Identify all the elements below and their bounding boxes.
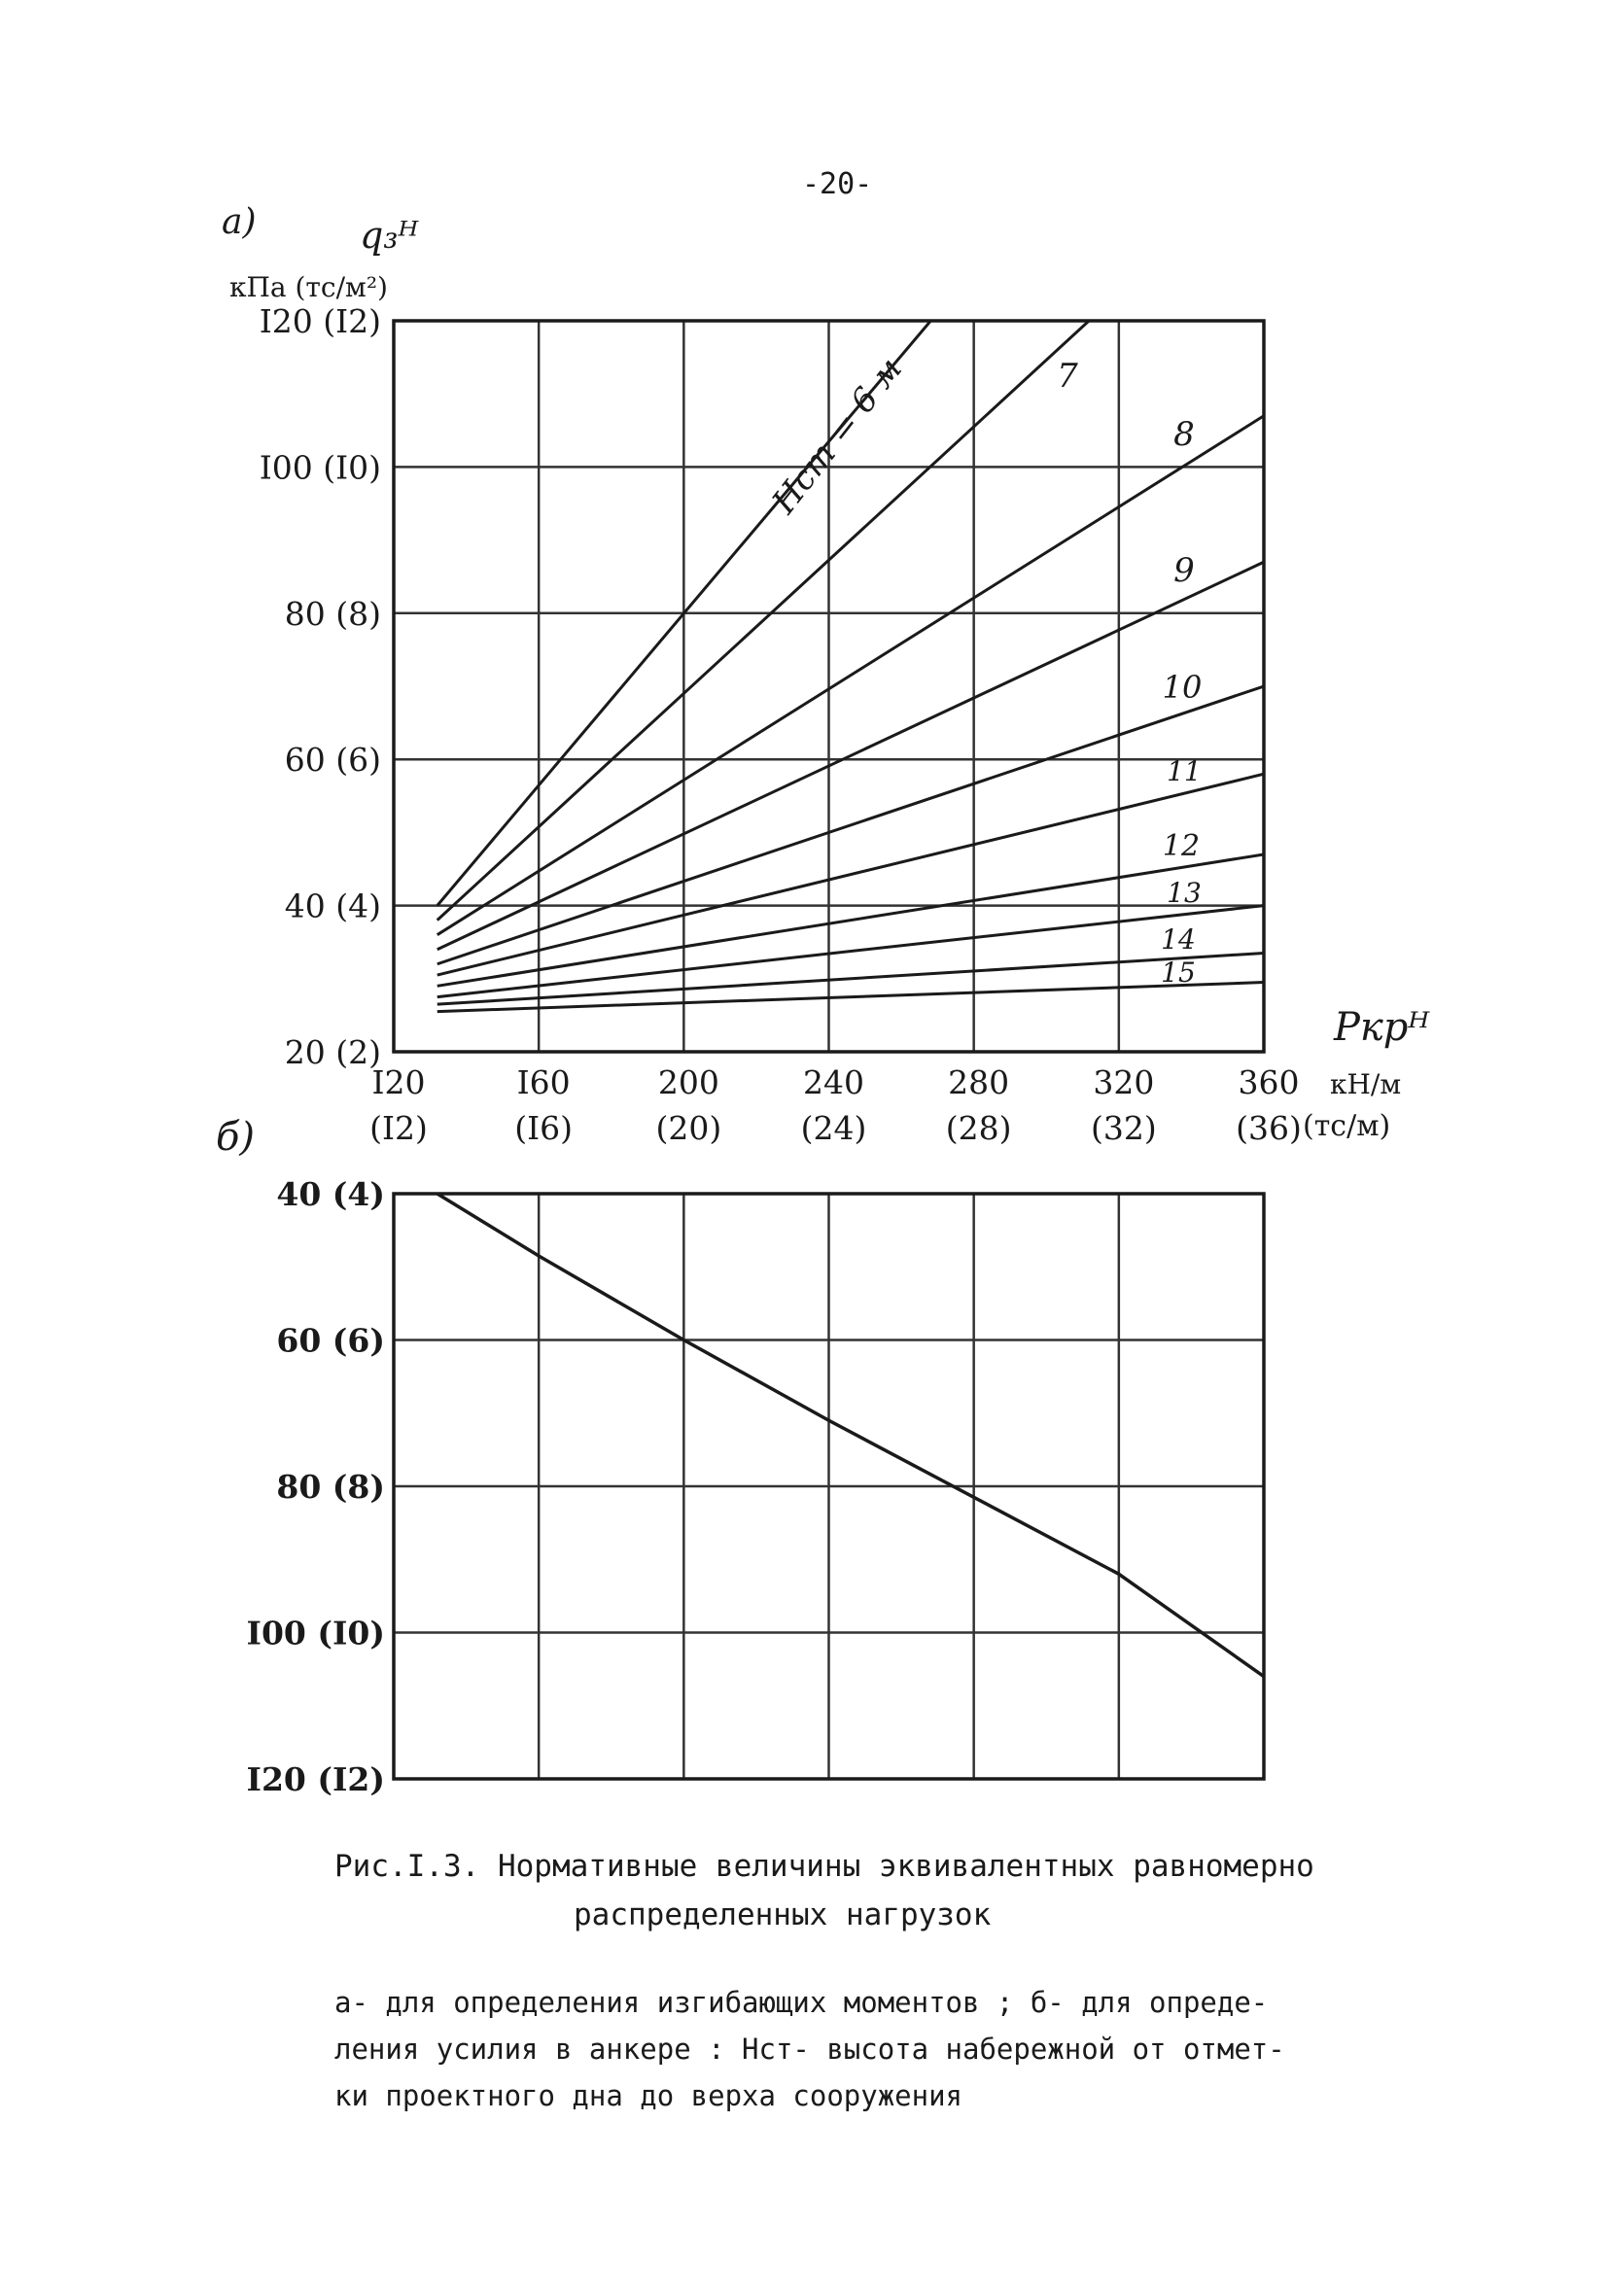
series-label: 11	[1167, 755, 1202, 787]
note-line-2: ления усилия в анкере : Нст- высота набе…	[334, 2033, 1285, 2066]
y-axis-title: q₃ᴴ	[360, 214, 420, 257]
y-tick-label: 80 (8)	[285, 595, 381, 633]
series-line	[436, 414, 1264, 936]
y-tick-label: I00 (I0)	[247, 1615, 385, 1652]
series-line	[437, 981, 1264, 1014]
panel-label-a: а)	[222, 202, 257, 242]
y-tick-label: I20 (I2)	[260, 302, 381, 340]
caption-line-1: Рис.I.3. Нормативные величины эквивалент…	[334, 1849, 1314, 1884]
series-label: 12	[1163, 829, 1200, 863]
x-tick-label: 200	[658, 1063, 719, 1101]
figure-caption: Рис.I.3. Нормативные величины эквивалент…	[334, 1842, 1404, 1939]
series-label: 7	[1057, 357, 1078, 396]
series-line	[436, 1192, 1266, 1679]
panel-label-b: б)	[216, 1115, 255, 1160]
x-tick-label-alt: (I2)	[369, 1109, 428, 1147]
x-axis-title: Pкрᴴ	[1333, 1005, 1430, 1050]
x-tick-label-alt: (24)	[801, 1109, 867, 1147]
x-tick-label-alt: (32)	[1091, 1109, 1157, 1147]
series-label: 13	[1167, 877, 1202, 909]
note-line-1: а- для определения изгибающих моментов ;…	[334, 1986, 1269, 2019]
series-label: 15	[1161, 957, 1196, 989]
x-tick-label-alt: (I6)	[514, 1109, 573, 1147]
series-line	[437, 852, 1264, 988]
series-line	[437, 560, 1264, 952]
y-tick-label: I00 (I0)	[260, 448, 381, 486]
figure-note: а- для определения изгибающих моментов ;…	[334, 1979, 1433, 2119]
series-line	[436, 321, 1092, 922]
x-tick-label-alt: (20)	[655, 1109, 721, 1147]
series-line	[436, 321, 933, 907]
y-tick-label: 40 (4)	[276, 1175, 385, 1213]
note-line-3: ки проектного дна до верха сооружения	[334, 2079, 963, 2112]
y-tick-label: 40 (4)	[285, 887, 381, 925]
series-line	[437, 684, 1264, 966]
y-axis-unit: кПа (тс/м²)	[229, 271, 388, 303]
x-axis-unit-alt: (тс/м)	[1303, 1109, 1390, 1143]
y-tick-label: 60 (6)	[285, 741, 381, 779]
series-line	[437, 772, 1264, 977]
y-tick-label: 20 (2)	[285, 1033, 381, 1071]
x-tick-label: 240	[803, 1063, 864, 1101]
x-tick-label-alt: (36)	[1236, 1109, 1302, 1147]
series-line	[437, 904, 1264, 999]
x-tick-label: 280	[948, 1063, 1009, 1101]
caption-line-2: распределенных нагрузок	[574, 1897, 992, 1932]
x-tick-label: I60	[517, 1063, 571, 1101]
x-tick-label: I20	[371, 1063, 425, 1101]
series-label: 14	[1161, 923, 1196, 956]
y-tick-label: 80 (8)	[276, 1468, 385, 1506]
series-label: 10	[1163, 669, 1203, 706]
y-tick-label: 60 (6)	[276, 1322, 385, 1360]
series-label: 9	[1173, 551, 1195, 590]
x-tick-label: 320	[1093, 1063, 1154, 1101]
y-tick-label: I20 (I2)	[247, 1760, 385, 1798]
plot-frame	[392, 1192, 1266, 1781]
x-tick-label-alt: (28)	[946, 1109, 1012, 1147]
series-line	[437, 951, 1264, 1006]
series-label: Hст = 6 м	[764, 350, 910, 521]
x-axis-unit: кН/м	[1330, 1068, 1401, 1100]
series-label: 8	[1173, 415, 1195, 454]
page-number: -20-	[802, 167, 873, 201]
x-tick-label: 360	[1239, 1063, 1300, 1101]
